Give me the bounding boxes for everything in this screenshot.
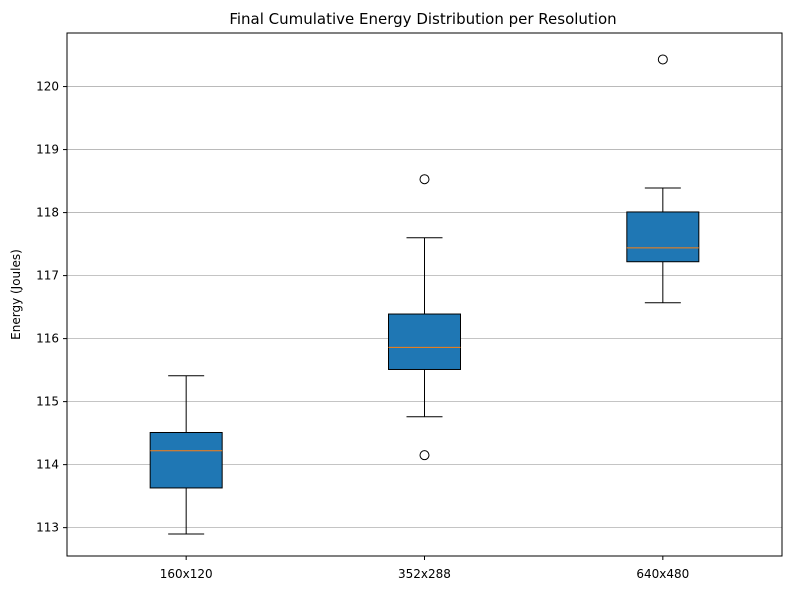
x-tick-label: 160x120 bbox=[160, 567, 213, 581]
outlier-point bbox=[657, 54, 668, 65]
box-160x120 bbox=[149, 375, 223, 535]
y-tick-label: 120 bbox=[36, 80, 59, 94]
x-tick-label: 352x288 bbox=[398, 567, 451, 581]
box-iqr bbox=[149, 431, 223, 489]
plot-area-frame bbox=[66, 32, 783, 557]
y-axis-label: Energy (Joules) bbox=[9, 249, 23, 340]
box-352x288 bbox=[388, 174, 461, 461]
x-tick-label: 640x480 bbox=[636, 567, 689, 581]
x-axis: 160x120 352x288 640x480 bbox=[160, 556, 689, 581]
box-iqr bbox=[388, 313, 461, 370]
y-tick-label: 116 bbox=[36, 332, 59, 346]
y-tick-label: 118 bbox=[36, 206, 59, 220]
y-tick-label: 119 bbox=[36, 143, 59, 157]
box-640x480 bbox=[626, 54, 700, 304]
y-axis: 113 114 115 116 117 118 119 120 bbox=[36, 80, 67, 535]
box-iqr bbox=[626, 211, 700, 263]
y-tick-label: 117 bbox=[36, 269, 59, 283]
outlier-point bbox=[419, 450, 430, 461]
y-tick-label: 115 bbox=[36, 395, 59, 409]
chart-title: Final Cumulative Energy Distribution per… bbox=[229, 10, 616, 28]
y-tick-label: 114 bbox=[36, 458, 59, 472]
y-tick-label: 113 bbox=[36, 521, 59, 535]
boxes bbox=[149, 54, 700, 535]
outlier-point bbox=[419, 174, 430, 185]
